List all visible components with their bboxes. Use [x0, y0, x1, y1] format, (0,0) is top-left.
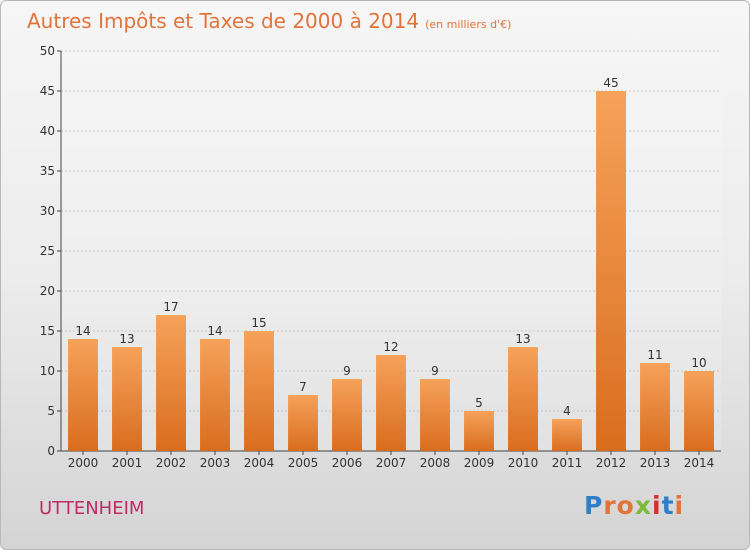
x-tick-label-2010: 2010	[508, 456, 539, 470]
value-label-2010: 13	[515, 332, 530, 346]
chart-title-text: Autres Impôts et Taxes de 2000 à 2014	[27, 9, 420, 33]
logo-letter: t	[661, 491, 675, 520]
x-tick-label-2012: 2012	[596, 456, 627, 470]
bar-2013	[640, 363, 670, 451]
bar-2007	[376, 355, 406, 451]
value-label-2007: 12	[383, 340, 398, 354]
x-tick-label-2009: 2009	[464, 456, 495, 470]
value-label-2014: 10	[691, 356, 706, 370]
value-label-2002: 17	[163, 300, 178, 314]
value-label-2003: 14	[207, 324, 222, 338]
value-label-2008: 9	[431, 364, 439, 378]
value-label-2012: 45	[603, 76, 618, 90]
x-tick-label-2014: 2014	[684, 456, 715, 470]
proxiti-logo: Proxiti	[584, 491, 684, 520]
x-tick-label-2005: 2005	[288, 456, 319, 470]
value-label-2013: 11	[647, 348, 662, 362]
x-tick-label-2004: 2004	[244, 456, 275, 470]
logo-letter: i	[674, 491, 685, 520]
bar-2003	[200, 339, 230, 451]
value-label-2006: 9	[343, 364, 351, 378]
bar-2004	[244, 331, 274, 451]
x-tick-label-2006: 2006	[332, 456, 363, 470]
y-tick-label: 30	[40, 204, 55, 218]
value-label-2004: 15	[251, 316, 266, 330]
bar-2000	[68, 339, 98, 451]
bar-2006	[332, 379, 362, 451]
y-tick-label: 0	[47, 444, 55, 458]
logo-letter: r	[603, 491, 617, 520]
x-tick-label-2011: 2011	[552, 456, 583, 470]
value-label-2005: 7	[299, 380, 307, 394]
commune-name: UTTENHEIM	[39, 498, 145, 519]
bar-2002	[156, 315, 186, 451]
value-label-2000: 14	[75, 324, 90, 338]
bar-2014	[684, 371, 714, 451]
y-tick-label: 35	[40, 164, 55, 178]
bar-2001	[112, 347, 142, 451]
chart-title: Autres Impôts et Taxes de 2000 à 2014 (en…	[27, 9, 511, 33]
x-tick-label-2008: 2008	[420, 456, 451, 470]
value-label-2001: 13	[119, 332, 134, 346]
y-tick-label: 5	[47, 404, 55, 418]
y-tick-label: 45	[40, 84, 55, 98]
x-tick-label-2013: 2013	[640, 456, 671, 470]
y-tick-label: 25	[40, 244, 55, 258]
logo-letter: o	[616, 491, 635, 520]
value-label-2011: 4	[563, 404, 571, 418]
x-tick-label-2001: 2001	[112, 456, 143, 470]
bar-2005	[288, 395, 318, 451]
bar-2009	[464, 411, 494, 451]
y-tick-label: 40	[40, 124, 55, 138]
bar-2010	[508, 347, 538, 451]
y-tick-label: 50	[40, 44, 55, 58]
value-label-2009: 5	[475, 396, 483, 410]
x-tick-label-2007: 2007	[376, 456, 407, 470]
y-tick-label: 20	[40, 284, 55, 298]
logo-letter: x	[634, 491, 652, 520]
bar-2012	[596, 91, 626, 451]
logo-letter: P	[584, 491, 604, 520]
y-tick-label: 10	[40, 364, 55, 378]
bar-2011	[552, 419, 582, 451]
x-tick-label-2003: 2003	[200, 456, 231, 470]
logo-letter: i	[652, 491, 662, 520]
x-tick-label-2002: 2002	[156, 456, 187, 470]
x-tick-label-2000: 2000	[68, 456, 99, 470]
bar-2008	[420, 379, 450, 451]
y-tick-label: 15	[40, 324, 55, 338]
chart-unit: (en milliers d'€)	[425, 18, 512, 31]
